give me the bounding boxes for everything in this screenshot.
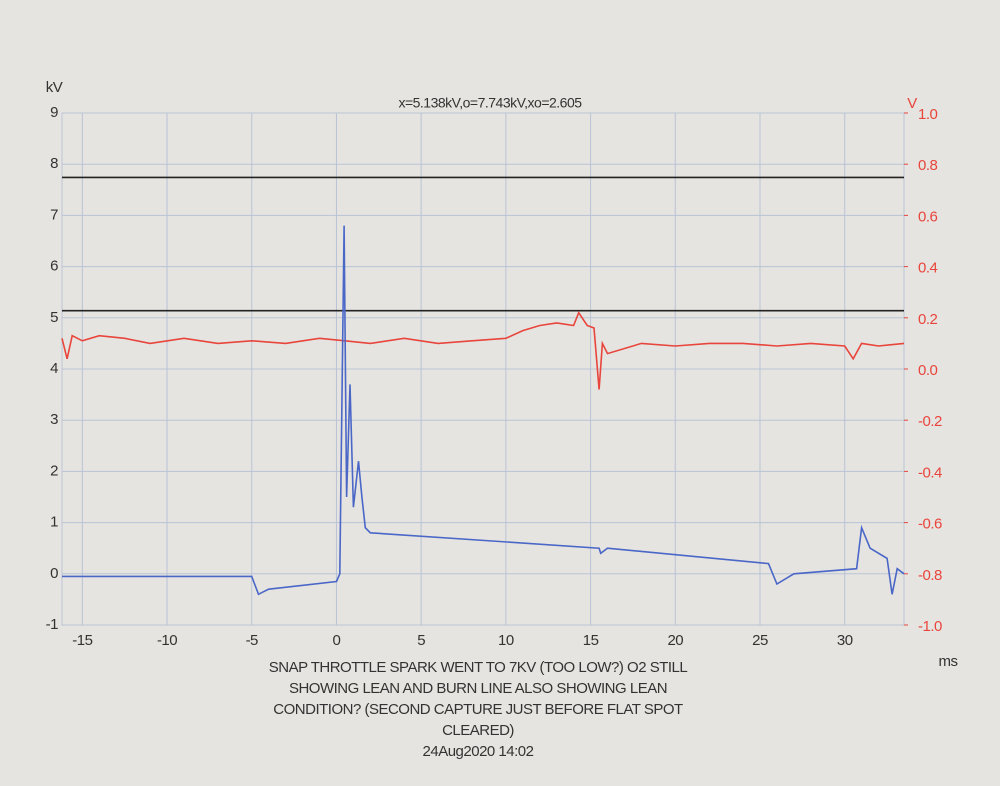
caption-line: SHOWING LEAN AND BURN LINE ALSO SHOWING … (289, 680, 667, 697)
y-tick-label: 3 (50, 411, 58, 428)
series-line (61, 310, 905, 390)
caption-line: CLEARED) (442, 722, 514, 739)
y-tick-label: 0 (50, 565, 58, 582)
x-tick-label: -10 (157, 632, 177, 649)
y2-tick-label: 0.2 (918, 311, 938, 328)
y2-tick-label: -0.2 (918, 413, 942, 430)
x-tick-label: 25 (752, 632, 768, 649)
x-tick-label: 20 (667, 632, 683, 649)
y-tick-label: 8 (50, 155, 58, 172)
y2-tick-label: -1.0 (918, 618, 942, 635)
x-tick-label: 5 (417, 632, 425, 649)
x-tick-label: -15 (72, 632, 92, 649)
y2-axis-label: V (907, 95, 917, 112)
y-tick-label: 5 (50, 309, 58, 326)
caption-line: SNAP THROTTLE SPARK WENT TO 7KV (TOO LOW… (269, 659, 688, 676)
y2-tick-label: 0.4 (918, 260, 938, 277)
y-tick-label: 6 (50, 258, 58, 275)
y-tick-label: 7 (50, 206, 58, 223)
y-tick-label: -1 (46, 616, 58, 633)
y2-tick-label: 0.6 (918, 208, 938, 225)
caption-line: CONDITION? (SECOND CAPTURE JUST BEFORE F… (273, 701, 683, 718)
x-tick-label: 10 (498, 632, 514, 649)
y-tick-label: 2 (50, 462, 58, 479)
x-tick-label: 0 (333, 632, 341, 649)
y2-tick-label: 0.8 (918, 157, 938, 174)
series-line (62, 225, 905, 596)
y2-tick-label: -0.6 (918, 516, 942, 533)
y2-tick-label: -0.8 (918, 567, 942, 584)
caption-line: 24Aug2020 14:02 (423, 743, 534, 760)
x-tick-label: 15 (583, 632, 599, 649)
y2-tick-label: -0.4 (918, 464, 942, 481)
y-tick-label: 1 (50, 514, 58, 531)
y2-tick-label: 0.0 (918, 362, 938, 379)
y2-tick-label: 1.0 (918, 106, 938, 123)
y-axis-label: kV (46, 79, 63, 96)
x-tick-label: -5 (246, 632, 258, 649)
y-tick-label: 4 (50, 360, 58, 377)
x-tick-label: 30 (837, 632, 853, 649)
y-tick-label: 9 (50, 104, 58, 121)
x-axis-label: ms (939, 653, 958, 670)
chart-title: x=5.138kV,o=7.743kV,xo=2.605 (398, 95, 582, 111)
